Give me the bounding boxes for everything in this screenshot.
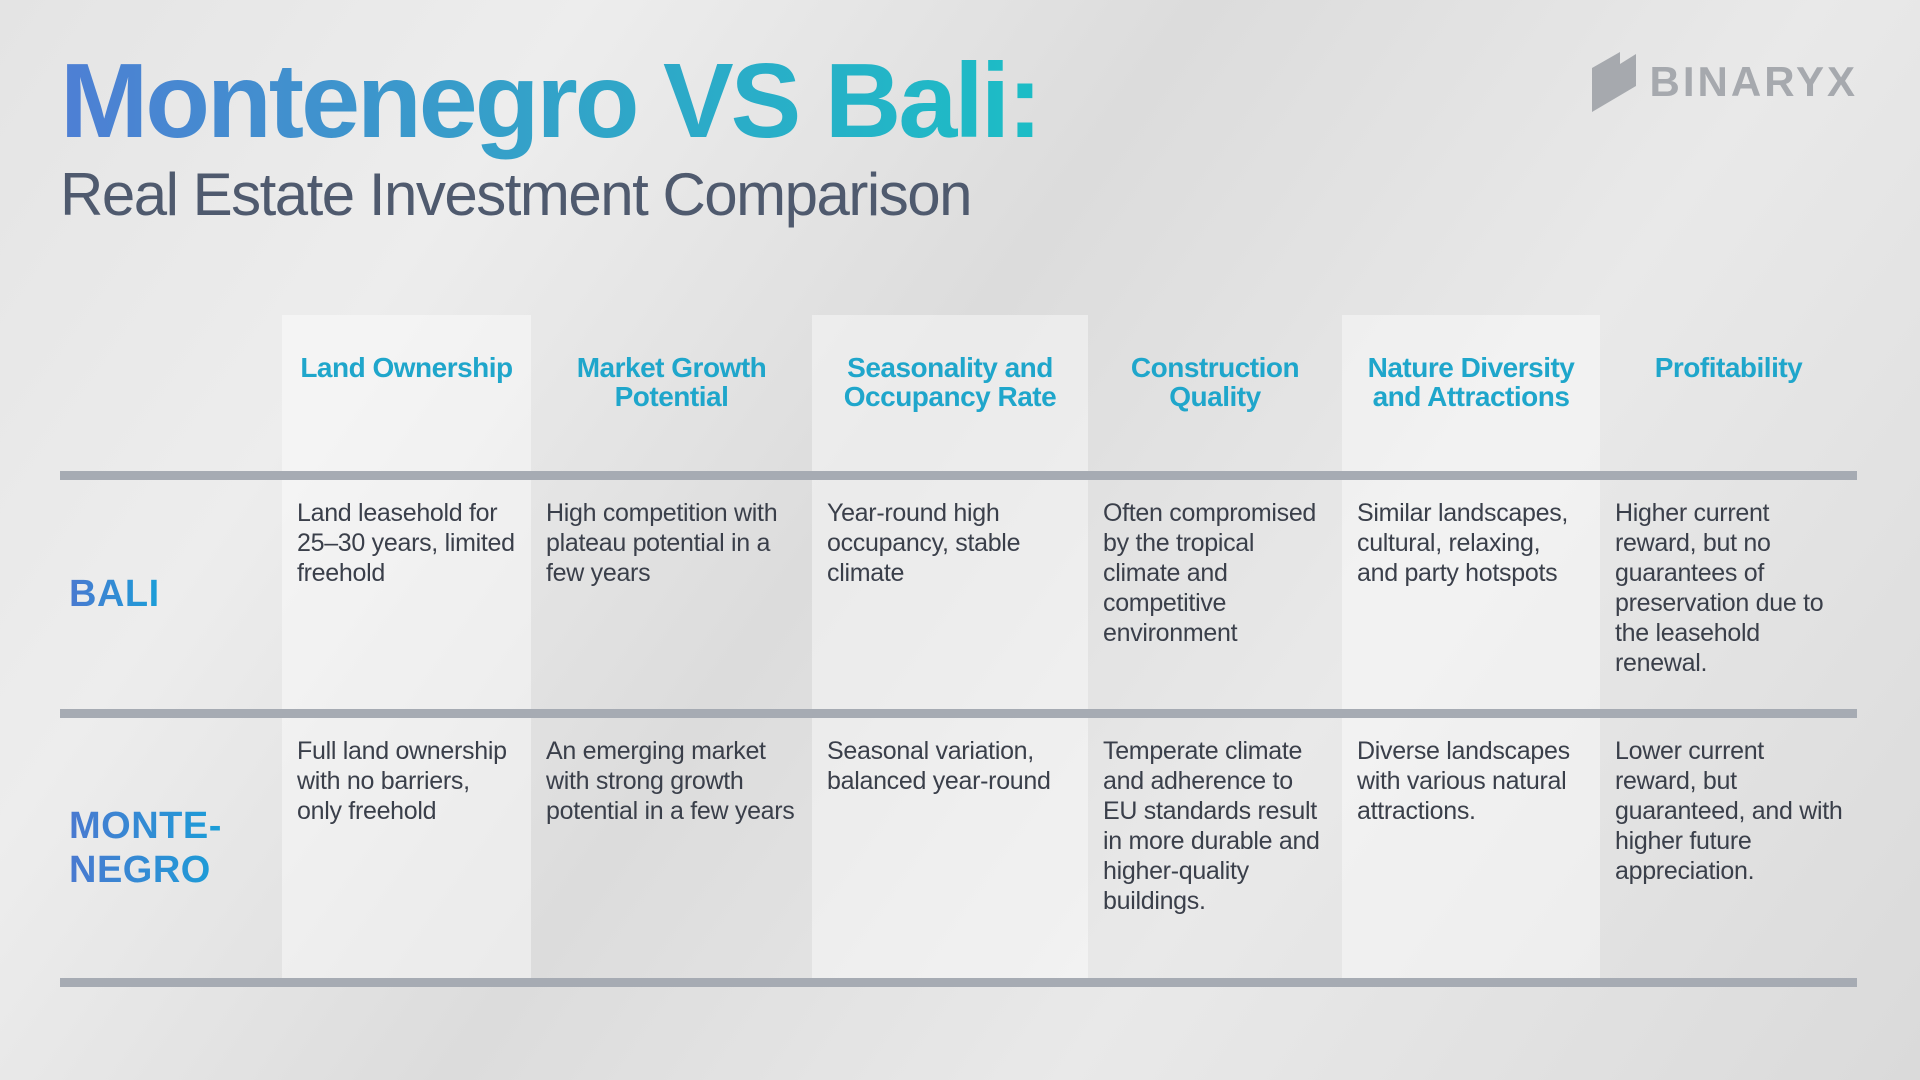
row-label-text: MONTE- [69,804,222,847]
table-cell: Similar landscapes, cultural, relaxing, … [1342,480,1600,709]
brand-logo: BINARYX [1591,52,1858,112]
row-label-text: BALI [69,573,160,616]
table-row: MONTE- NEGRO Full land ownership with no… [60,718,1857,978]
table-divider [60,978,1857,987]
table-cell: Land leasehold for 25–30 years, limited … [282,480,531,709]
table-cell: An emerging market with strong growth po… [546,737,795,825]
page-subtitle: Real Estate Investment Comparison [60,161,972,228]
comparison-table: Land Ownership Market Growth Potential S… [60,315,1857,987]
table-cell: Lower current reward, but guaranteed, an… [1615,737,1843,885]
table-cell: Full land ownership with no barriers, on… [282,718,531,978]
column-header: Land Ownership [282,315,531,471]
column-header: Profitability [1654,352,1803,383]
brand-name: BINARYX [1649,58,1858,105]
row-label-bali: BALI [60,480,282,709]
table-header-row: Land Ownership Market Growth Potential S… [60,315,1857,471]
column-header: Nature Diversity and Attractions [1342,315,1600,471]
table-cell: Seasonal variation, balanced year-round [812,718,1088,978]
table-divider [60,709,1857,718]
table-cell: Year-round high occupancy, stable climat… [812,480,1088,709]
table-cell: Often compromised by the tropical climat… [1103,499,1317,647]
table-cell: Temperate climate and adherence to EU st… [1103,737,1320,915]
page-title: Montenegro VS Bali: [60,38,1043,165]
table-cell: Higher current reward, but no guarantees… [1615,499,1824,677]
row-label-text: NEGRO [69,848,222,892]
column-header: Construction Quality [1130,352,1300,413]
binaryx-logo-icon [1591,52,1636,112]
header-corner [60,315,282,471]
column-header: Market Growth Potential [576,352,767,413]
table-cell: Diverse landscapes with various natural … [1342,718,1600,978]
row-label-montenegro: MONTE- NEGRO [60,718,282,978]
table-cell: High competition with plateau potential … [546,499,778,587]
column-header: Seasonality and Occupancy Rate [812,315,1088,471]
table-row: BALI Land leasehold for 25–30 years, lim… [60,480,1857,709]
table-divider [60,471,1857,480]
